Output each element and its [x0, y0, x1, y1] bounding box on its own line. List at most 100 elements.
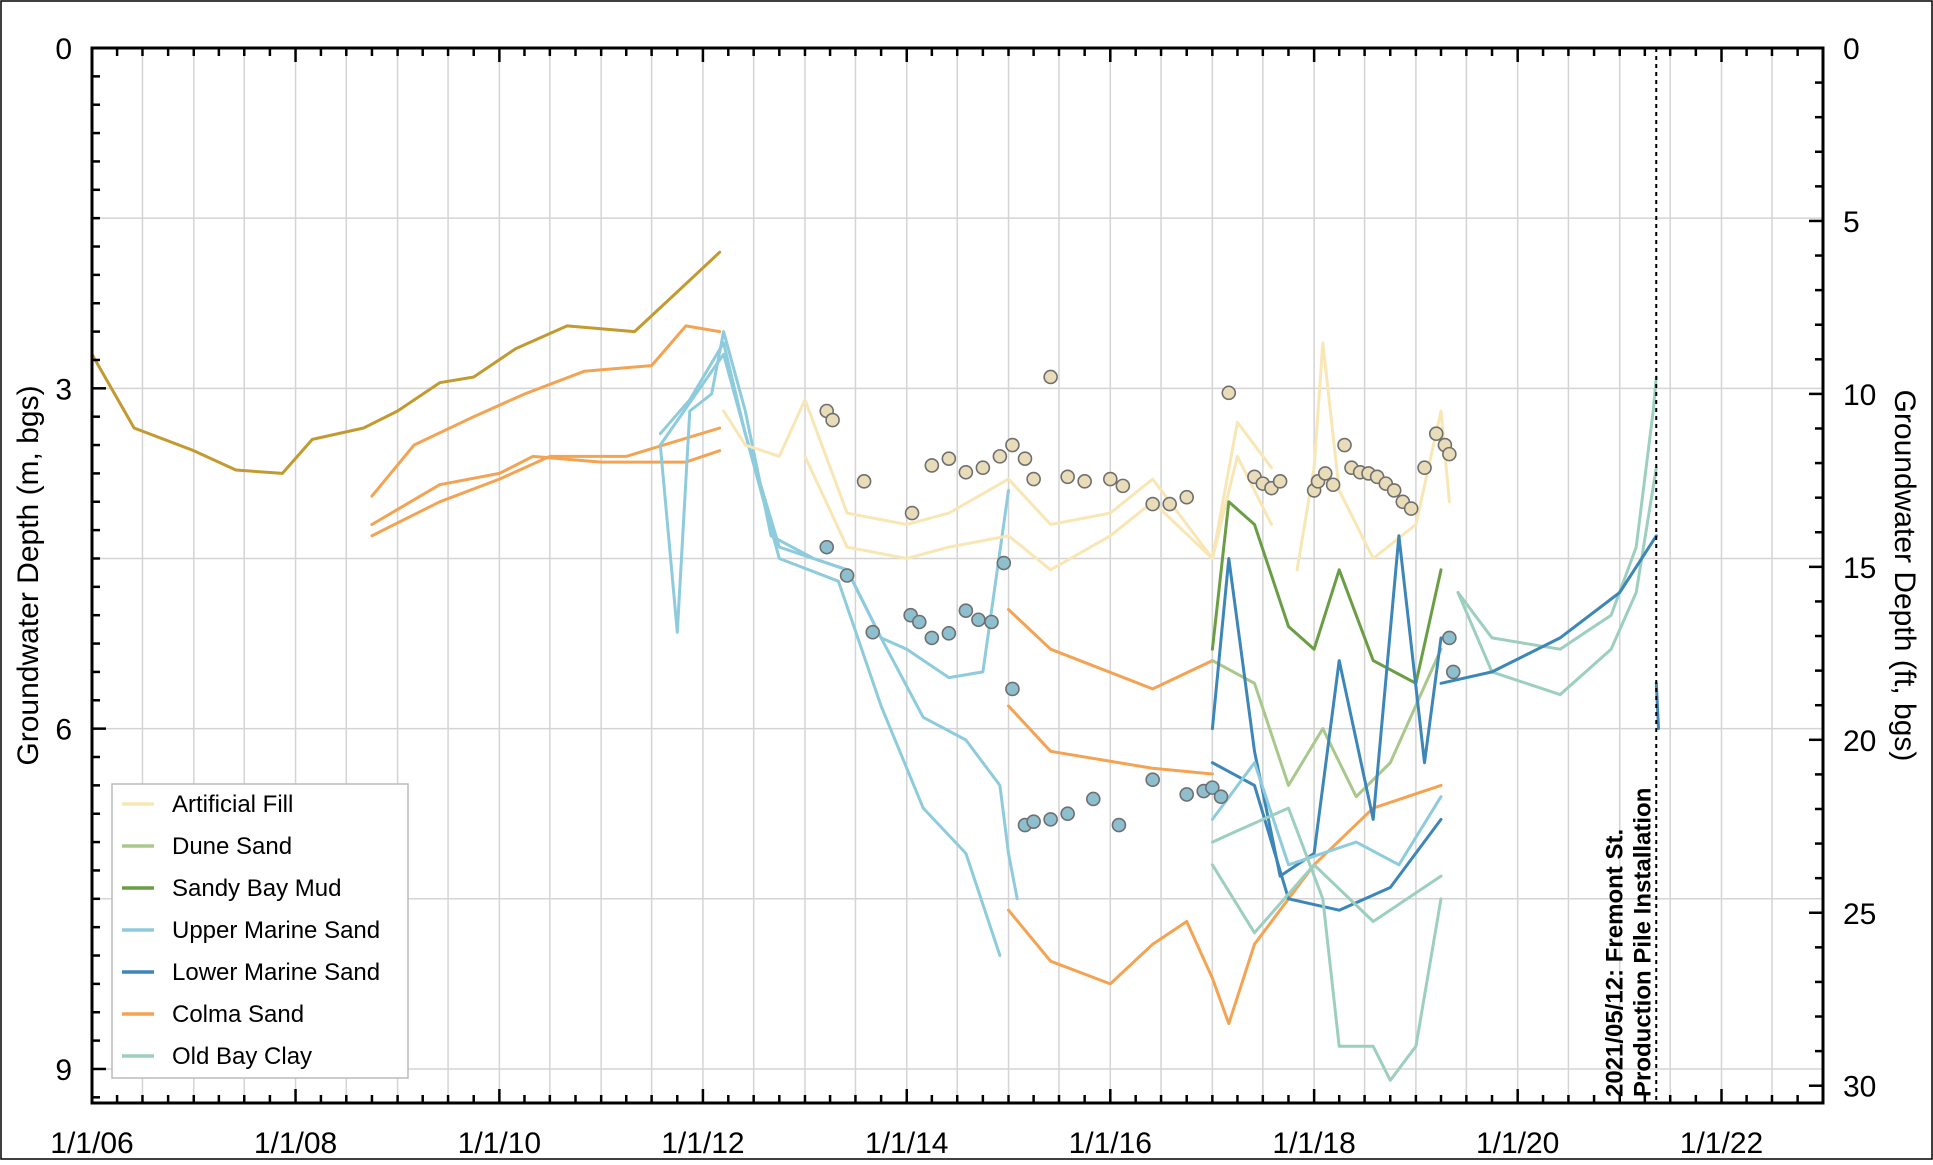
data-point-artificial-fill [1325, 477, 1341, 493]
data-point-artificial-fill [1179, 489, 1195, 505]
legend-item: Dune Sand [122, 833, 292, 860]
data-point-upper-marine-sand [924, 630, 940, 646]
data-point-upper-marine-sand [1085, 791, 1101, 807]
y-right-tick-label: 10 [1843, 379, 1876, 412]
series-line-old-bay-clay [1456, 375, 1658, 651]
x-tick-label: 1/1/16 [1069, 1127, 1152, 1160]
series-line-upper-marine-sand [658, 341, 1019, 901]
series-line-lower-marine-sand [1210, 761, 1443, 912]
series-line-old-bay-clay [1210, 863, 1443, 935]
series-line-upper-marine-sand [658, 352, 1002, 957]
legend-label: Artificial Fill [172, 791, 293, 818]
series-line-upper-marine-sand [1210, 761, 1443, 867]
data-point-artificial-fill [1386, 483, 1402, 498]
data-point-upper-marine-sand [865, 624, 881, 640]
series-line-old-bay-clay [1210, 806, 1443, 1082]
data-point-artificial-fill [1337, 437, 1352, 453]
series-line-colma-sand [1007, 608, 1214, 691]
data-point-upper-marine-sand [911, 614, 927, 630]
data-point-upper-marine-sand [1442, 630, 1457, 646]
data-point-artificial-fill [1317, 466, 1333, 481]
scatter-layer [819, 369, 1461, 833]
series-line-colma-sand [370, 324, 722, 498]
data-point-artificial-fill [1162, 496, 1177, 512]
annotation: 2021/05/12: Fremont St. Production Pile … [1601, 48, 1658, 1103]
data-point-upper-marine-sand [1060, 806, 1075, 822]
data-point-upper-marine-sand [819, 539, 835, 555]
data-point-artificial-fill [992, 449, 1008, 464]
y-axis-left-title: Groundwater Depth (m, bgs) [12, 385, 45, 765]
y-right-tick-label: 30 [1843, 1071, 1876, 1104]
legend-item: Lower Marine Sand [122, 959, 380, 986]
data-point-upper-marine-sand [984, 614, 999, 630]
data-point-upper-marine-sand [1005, 681, 1020, 697]
data-point-upper-marine-sand [1145, 772, 1160, 787]
data-point-artificial-fill [1272, 474, 1288, 489]
x-tick-label: 1/1/14 [865, 1127, 948, 1160]
annotation-text-line-2: Production Pile Installation [1629, 788, 1656, 1097]
data-point-artificial-fill [1077, 474, 1092, 489]
data-point-artificial-fill [1115, 478, 1131, 494]
series-line-colma-sand [370, 426, 722, 538]
annotation-text-line-1: 2021/05/12: Fremont St. [1601, 829, 1628, 1097]
series-line-sandy-bay-mud [90, 250, 722, 475]
y-left-tick-label: 9 [55, 1054, 72, 1087]
data-point-artificial-fill [1145, 496, 1160, 512]
data-point-artificial-fill [1221, 385, 1237, 401]
data-point-upper-marine-sand [996, 555, 1012, 571]
y-right-tick-label: 15 [1843, 552, 1876, 585]
legend-item: Old Bay Clay [122, 1043, 312, 1070]
data-point-artificial-fill [958, 464, 974, 480]
y-left-tick-label: 0 [55, 33, 72, 66]
x-tick-label: 1/1/20 [1476, 1127, 1559, 1160]
y-axis-right-title: Groundwater Depth (ft, bgs) [1888, 390, 1921, 762]
legend-label: Lower Marine Sand [172, 959, 380, 986]
series-line-colma-sand [1007, 704, 1214, 776]
y-right-tick-label: 5 [1843, 206, 1860, 239]
data-point-upper-marine-sand [1179, 787, 1195, 802]
data-point-artificial-fill [924, 458, 940, 473]
data-point-artificial-fill [1017, 451, 1033, 466]
data-point-artificial-fill [1417, 460, 1432, 476]
data-point-artificial-fill [1403, 501, 1419, 516]
data-point-artificial-fill [1428, 426, 1444, 441]
legend-label: Old Bay Clay [172, 1043, 312, 1070]
y-left-tick-label: 6 [55, 714, 72, 747]
legend-item: Sandy Bay Mud [122, 875, 341, 902]
y-left-tick-label: 3 [55, 373, 72, 406]
series-line-lower-marine-sand [1210, 534, 1443, 878]
legend: Artificial Fill Dune Sand Sandy Bay Mud Upp… [111, 783, 409, 1079]
data-point-artificial-fill [1442, 446, 1457, 462]
x-tick-label: 1/1/22 [1680, 1127, 1763, 1160]
data-point-artificial-fill [856, 474, 872, 489]
x-tick-label: 1/1/06 [50, 1127, 133, 1160]
data-point-upper-marine-sand [1213, 789, 1229, 805]
legend-item: Colma Sand [122, 1001, 304, 1028]
x-tick-label: 1/1/08 [254, 1127, 337, 1160]
y-right-tick-label: 0 [1843, 33, 1860, 66]
data-point-upper-marine-sand [971, 612, 986, 628]
legend-label: Upper Marine Sand [172, 917, 380, 944]
data-point-artificial-fill [1005, 437, 1020, 453]
series-line-old-bay-clay [1456, 466, 1658, 697]
data-point-upper-marine-sand [1205, 780, 1220, 795]
data-point-artificial-fill [1103, 471, 1118, 487]
series-layer [90, 250, 1660, 1082]
series-line-artificial-fill [722, 398, 1273, 560]
x-tick-label: 1/1/18 [1272, 1127, 1355, 1160]
data-point-upper-marine-sand [1043, 812, 1058, 827]
legend-box [111, 783, 409, 1079]
data-point-upper-marine-sand [839, 568, 855, 583]
y-right-tick-label: 25 [1843, 898, 1876, 931]
data-point-artificial-fill [1026, 471, 1041, 487]
series-line-lower-marine-sand [1439, 534, 1658, 685]
data-point-upper-marine-sand [958, 603, 974, 618]
data-point-upper-marine-sand [1445, 664, 1461, 680]
data-point-upper-marine-sand [1026, 814, 1041, 829]
series-line-artificial-fill [803, 454, 1273, 572]
legend-item: Artificial Fill [122, 791, 293, 818]
data-point-upper-marine-sand [1111, 817, 1127, 833]
data-point-artificial-fill [904, 505, 920, 521]
